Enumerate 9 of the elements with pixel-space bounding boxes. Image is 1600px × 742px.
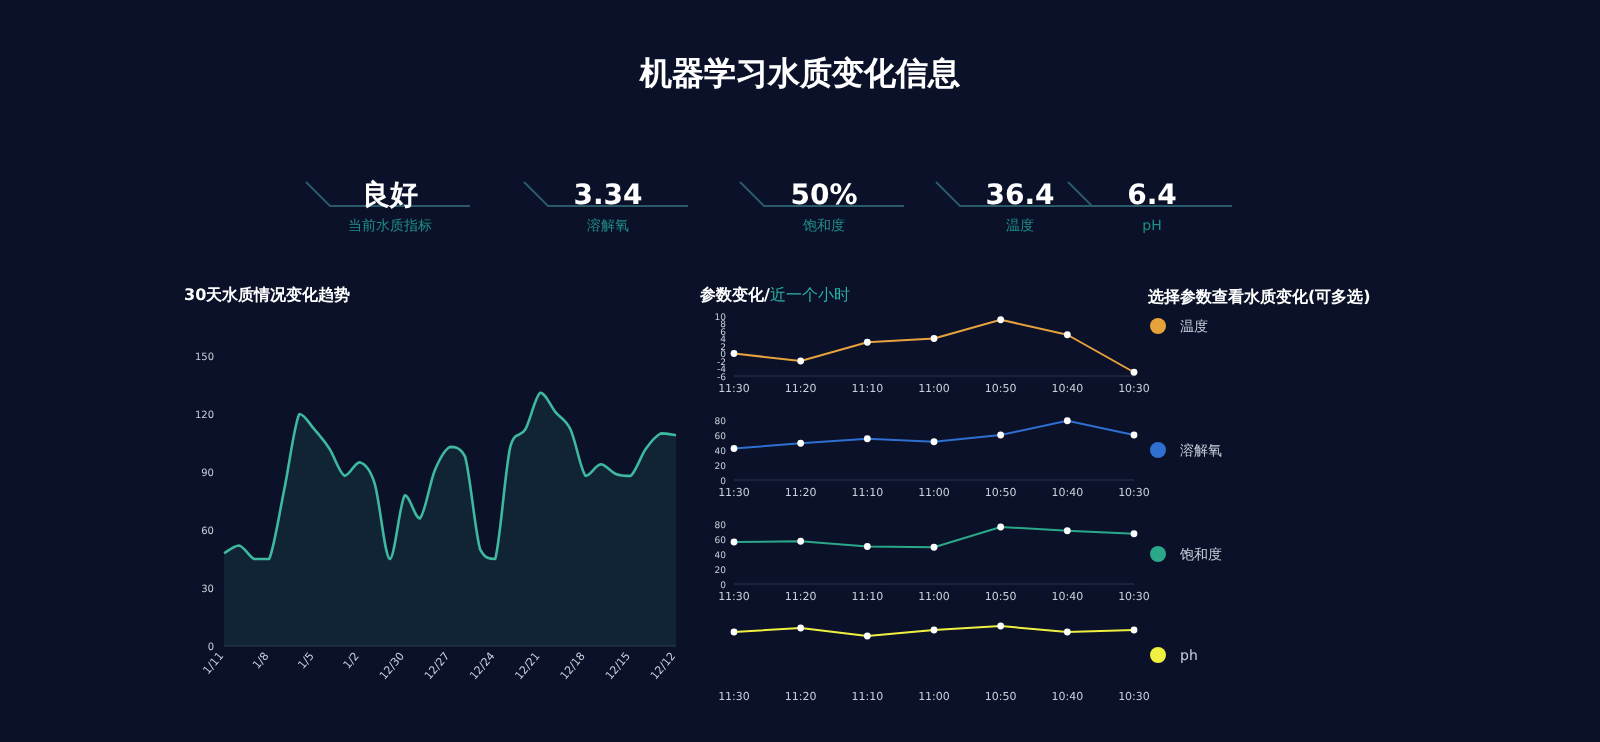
text: 36.4 bbox=[985, 180, 1055, 212]
text: 良好 bbox=[362, 180, 418, 212]
text: 50% bbox=[790, 180, 858, 212]
chart-title: 30天水质情况变化趋势 bbox=[184, 284, 351, 304]
chart-subtitle: 近一个小时 bbox=[769, 286, 850, 304]
text: 6.4 bbox=[1127, 180, 1177, 212]
text: 机器学习水质变化信息 bbox=[638, 54, 962, 92]
text: 3.34 bbox=[573, 180, 643, 212]
legend-title: 选择参数查看水质变化(可多选) bbox=[1146, 286, 1371, 306]
